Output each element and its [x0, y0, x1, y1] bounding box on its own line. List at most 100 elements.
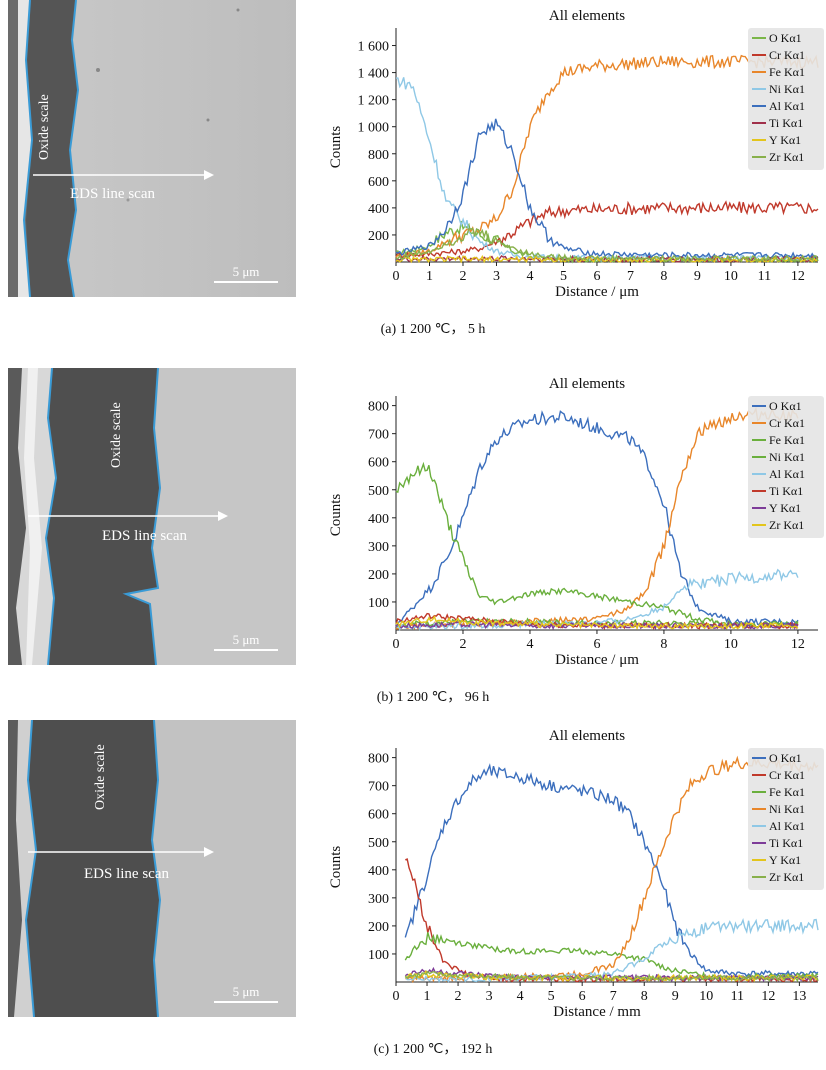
eds-scan-label: EDS line scan — [102, 528, 187, 544]
x-tick-label: 10 — [724, 637, 738, 652]
x-tick-label: 6 — [593, 637, 600, 652]
x-tick-label: 4 — [517, 989, 524, 1004]
scale-bar-label: 5 μm — [233, 632, 260, 647]
x-tick-label: 7 — [627, 269, 634, 284]
sem-image: Oxide scale EDS line scan 5 μm — [8, 368, 296, 665]
caption-text: (a) 1 200 ℃， 5 h — [380, 322, 486, 337]
legend-label: Zr Kα1 — [769, 518, 804, 532]
x-tick-label: 12 — [761, 989, 775, 1004]
legend-label: Zr Kα1 — [769, 150, 804, 164]
series-line — [404, 970, 819, 983]
y-tick-label: 700 — [368, 428, 389, 443]
x-tick-label: 8 — [660, 269, 667, 284]
y-tick-label: 100 — [368, 596, 389, 611]
legend-label: Y Kα1 — [769, 133, 801, 147]
legend-label: O Kα1 — [769, 31, 802, 45]
legend-label: Fe Kα1 — [769, 65, 805, 79]
eds-chart: All elements 0 1 2 3 4 5 6 7 8 9 10 11 12 200 400 600 800… — [318, 0, 826, 300]
figure-caption: (c) 1 200 ℃， 192 h — [0, 1038, 826, 1058]
x-tick-label: 0 — [393, 989, 400, 1004]
x-tick-label: 2 — [459, 637, 466, 652]
y-axis-label: Counts — [328, 494, 344, 537]
panel-c: Oxide scale EDS line scan 5 μm All eleme… — [0, 720, 826, 1070]
scale-bar-label: 5 μm — [233, 264, 260, 279]
legend-label: Cr Kα1 — [769, 768, 805, 782]
figure-caption: (b) 1 200 ℃， 96 h — [0, 686, 826, 706]
x-tick-label: 2 — [459, 269, 466, 284]
y-tick-label: 700 — [368, 780, 389, 795]
y-tick-label: 100 — [368, 948, 389, 963]
oxide-scale-label: Oxide scale — [93, 744, 108, 810]
x-tick-label: 7 — [610, 989, 617, 1004]
oxide-scale-label: Oxide scale — [37, 94, 52, 160]
scale-bar-label: 5 μm — [233, 984, 260, 999]
y-tick-label: 500 — [368, 484, 389, 499]
legend-label: O Kα1 — [769, 751, 802, 765]
legend-label: Ni Kα1 — [769, 82, 805, 96]
series-line — [395, 200, 819, 259]
legend-label: Fe Kα1 — [769, 433, 805, 447]
x-tick-label: 11 — [731, 989, 744, 1004]
x-tick-label: 0 — [393, 637, 400, 652]
x-tick-label: 8 — [641, 989, 648, 1004]
legend-label: Ti Kα1 — [769, 836, 803, 850]
legend-label: Zr Kα1 — [769, 870, 804, 884]
y-tick-label: 800 — [368, 752, 389, 767]
y-tick-label: 400 — [368, 202, 389, 217]
y-tick-label: 1 600 — [358, 40, 390, 55]
figure-caption: (a) 1 200 ℃， 5 h — [0, 318, 826, 338]
legend-label: Y Kα1 — [769, 501, 801, 515]
y-tick-label: 600 — [368, 456, 389, 471]
legend-box — [748, 748, 824, 890]
y-tick-label: 1 200 — [358, 94, 390, 109]
series-line — [395, 54, 819, 259]
x-tick-label: 12 — [791, 269, 805, 284]
x-tick-label: 5 — [560, 269, 567, 284]
sem-micrograph: Oxide scale EDS line scan 5 μm — [8, 368, 296, 665]
legend-label: Cr Kα1 — [769, 48, 805, 62]
x-axis-label: Distance / μm — [555, 284, 639, 300]
oxide-scale-label: Oxide scale — [109, 402, 124, 468]
x-tick-label: 9 — [694, 269, 701, 284]
x-tick-label: 2 — [455, 989, 462, 1004]
chart-title: All elements — [549, 728, 625, 744]
legend-label: Ni Kα1 — [769, 802, 805, 816]
x-tick-label: 12 — [791, 637, 805, 652]
series-line — [395, 410, 799, 627]
panel-b: Oxide scale EDS line scan 5 μm All eleme… — [0, 368, 826, 718]
sem-micrograph: Oxide scale EDS line scan 5 μm — [8, 720, 296, 1017]
y-tick-label: 300 — [368, 892, 389, 907]
y-tick-label: 300 — [368, 540, 389, 555]
legend-label: Ti Kα1 — [769, 484, 803, 498]
x-axis-label: Distance / mm — [553, 1004, 641, 1020]
series-line — [404, 932, 819, 981]
series-line — [404, 763, 819, 978]
y-tick-label: 200 — [368, 568, 389, 583]
panel-a: Oxide scale EDS line scan 5 μm All eleme… — [0, 0, 826, 350]
eds-scan-label: EDS line scan — [70, 186, 155, 202]
x-tick-label: 11 — [758, 269, 771, 284]
legend-label: O Kα1 — [769, 399, 802, 413]
y-tick-label: 800 — [368, 148, 389, 163]
sem-image: Oxide scale EDS line scan 5 μm — [8, 0, 296, 297]
series-line — [395, 461, 799, 628]
x-tick-label: 0 — [393, 269, 400, 284]
y-axis-label: Counts — [328, 846, 344, 889]
x-tick-label: 10 — [724, 269, 738, 284]
series-line — [395, 614, 799, 631]
y-tick-label: 600 — [368, 808, 389, 823]
y-tick-label: 600 — [368, 175, 389, 190]
eds-line-chart: All elements 0 2 4 6 8 10 12 100 200 300 400 500 600 7… — [328, 376, 824, 668]
legend-label: Ti Kα1 — [769, 116, 803, 130]
x-tick-label: 10 — [699, 989, 713, 1004]
series-line — [395, 568, 799, 632]
x-tick-label: 1 — [426, 269, 433, 284]
eds-chart: All elements 0 2 4 6 8 10 12 100 200 300 400 500 600 7… — [318, 368, 826, 668]
x-tick-label: 5 — [548, 989, 555, 1004]
x-tick-label: 13 — [792, 989, 806, 1004]
legend-label: Al Kα1 — [769, 467, 805, 481]
y-axis-label: Counts — [328, 126, 344, 169]
sem-micrograph: Oxide scale EDS line scan 5 μm — [8, 0, 296, 297]
